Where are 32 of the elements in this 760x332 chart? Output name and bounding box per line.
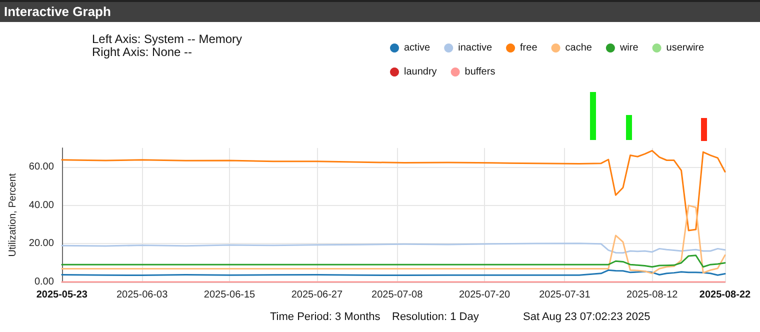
x-tick-label: 2025-05-23 — [36, 290, 88, 300]
legend-label: active — [404, 42, 431, 54]
y-axis-title: Utilization, Percent — [8, 173, 18, 257]
y-tick-label: 60.00 — [28, 162, 54, 173]
legend-label: buffers — [464, 66, 496, 78]
x-tick-label: 2025-07-08 — [372, 290, 424, 300]
legend-label: laundry — [404, 66, 437, 78]
line-series — [61, 204, 726, 274]
y-tick-label: 20.00 — [28, 238, 54, 250]
x-tick-label: 2025-07-20 — [458, 290, 511, 300]
text: Right Axis: None -- — [92, 45, 194, 59]
x-tick-label: 2025-08-12 — [626, 290, 678, 300]
legend-label: userwire — [666, 42, 705, 54]
legend-label: wire — [618, 42, 639, 54]
chart-title: Interactive Graph — [4, 4, 111, 19]
text: Time Period: 3 Months — [270, 311, 380, 323]
x-tick-label: 2025-06-15 — [204, 290, 256, 300]
line-series — [61, 150, 726, 232]
legend-label: free — [520, 42, 538, 54]
text: Sat Aug 23 07:02:23 2025 — [523, 311, 650, 323]
x-tick-label: 2025-08-22 — [699, 290, 752, 300]
y-tick-label: 40.00 — [28, 200, 54, 211]
y-tick-label: 0.00 — [34, 276, 54, 288]
x-tick-label: 2025-07-31 — [539, 290, 591, 300]
line-series — [61, 242, 726, 254]
legend-label: cache — [565, 42, 592, 54]
legend-label: inactive — [458, 42, 492, 54]
x-tick-label: 2025-06-27 — [291, 290, 343, 300]
text: Resolution: 1 Day — [392, 311, 479, 323]
chart-subtitle: Left Axis: System -- Memory — [92, 32, 242, 46]
line-series — [61, 254, 726, 268]
x-tick-label: 2025-06-03 — [116, 290, 168, 300]
